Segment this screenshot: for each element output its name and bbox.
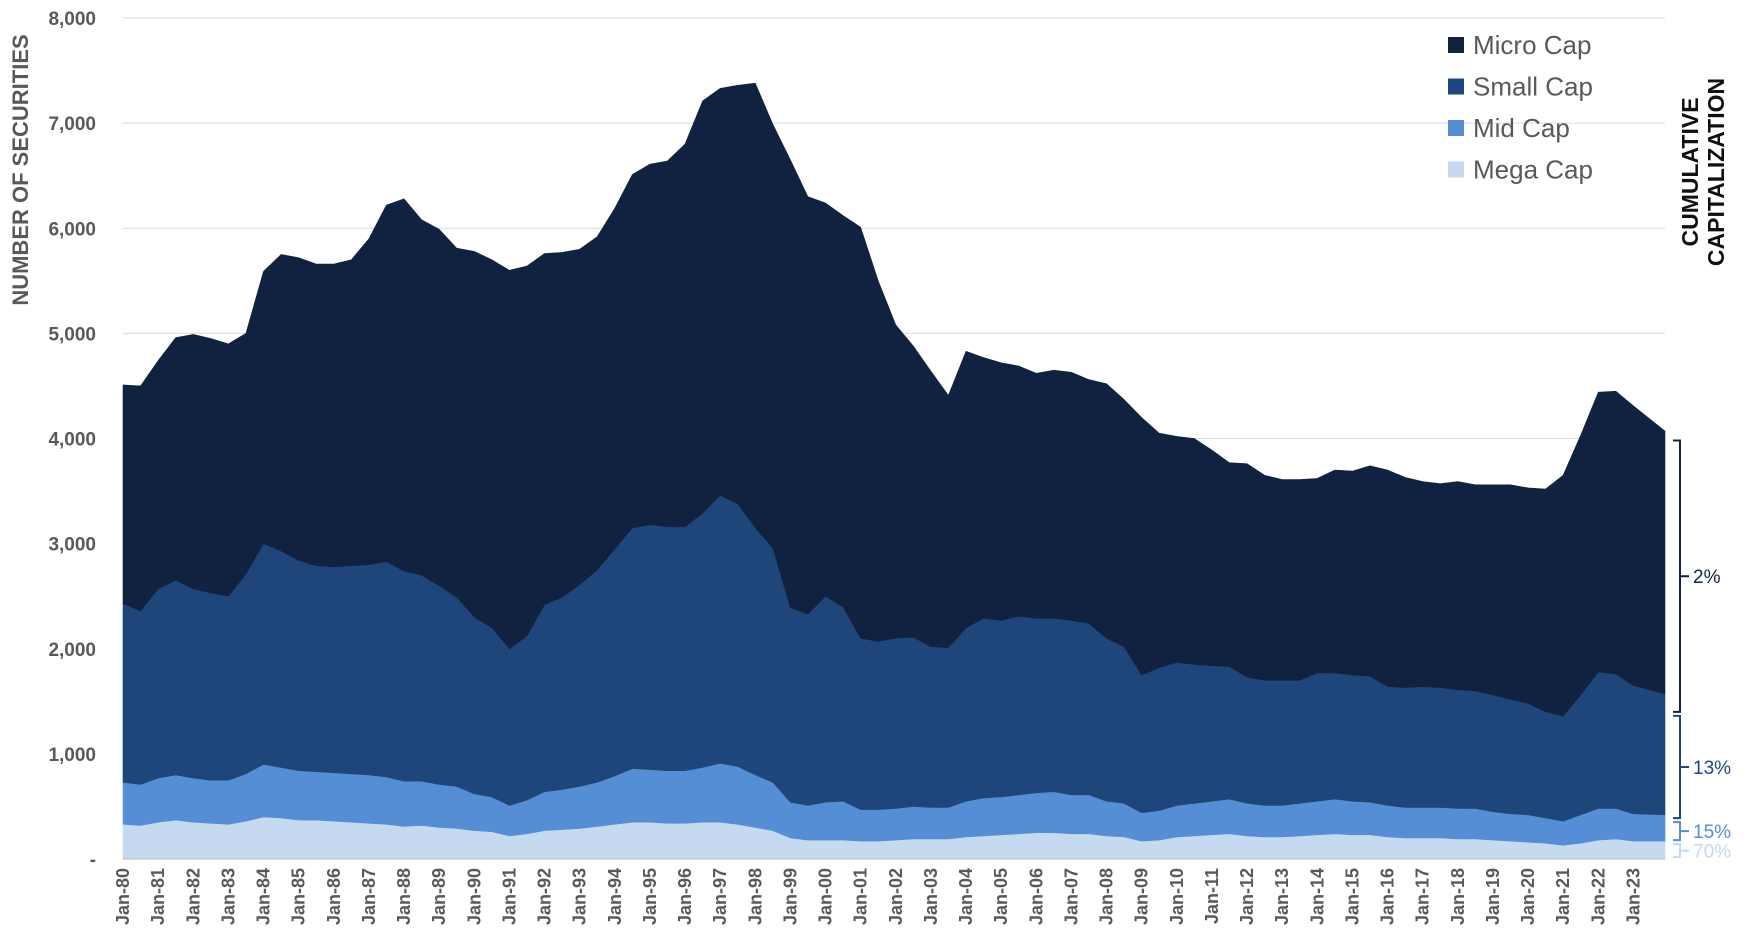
x-tick-label: Jan-81: [148, 868, 168, 925]
x-tick-label: Jan-17: [1413, 868, 1433, 925]
legend-swatch: [1448, 161, 1464, 178]
x-tick-label: Jan-93: [570, 868, 590, 925]
x-tick-label: Jan-97: [710, 868, 730, 925]
x-tick-label: Jan-83: [218, 868, 238, 925]
legend: Micro Cap Small Cap Mid Cap Mega Cap: [1448, 30, 1593, 185]
legend-swatch: [1448, 37, 1464, 53]
x-tick-label: Jan-08: [1097, 868, 1117, 925]
x-tick-label: Jan-03: [921, 868, 941, 925]
x-tick-label: Jan-06: [1026, 868, 1046, 925]
x-tick-label: Jan-99: [780, 868, 800, 925]
x-tick-label: Jan-80: [113, 868, 133, 925]
y-tick-label: -: [90, 850, 96, 871]
y-tick-label: 6,000: [48, 219, 96, 240]
x-tick-label: Jan-82: [183, 868, 203, 925]
x-tick-label: Jan-16: [1378, 868, 1398, 925]
bracket: [1673, 843, 1689, 858]
x-tick-label: Jan-00: [816, 868, 836, 925]
legend-label: Mega Cap: [1473, 155, 1593, 185]
x-tick-label: Jan-10: [1167, 868, 1187, 925]
x-tick-label: Jan-07: [1061, 868, 1081, 925]
bracket-label: 15%: [1693, 822, 1731, 843]
x-tick-label: Jan-02: [886, 868, 906, 925]
x-tick-label: Jan-90: [464, 868, 484, 925]
y-tick-label: 8,000: [48, 9, 96, 30]
x-tick-label: Jan-22: [1588, 868, 1608, 925]
y-tick-label: 7,000: [48, 114, 96, 135]
legend-swatch: [1448, 78, 1464, 95]
x-tick-label: Jan-85: [289, 868, 309, 925]
x-tick-label: Jan-05: [991, 868, 1011, 925]
legend-label: Small Cap: [1473, 72, 1593, 102]
x-tick-label: Jan-23: [1623, 868, 1643, 925]
y-tick-label: 4,000: [48, 430, 96, 451]
x-tick-label: Jan-19: [1483, 868, 1503, 925]
x-tick-label: Jan-94: [605, 868, 625, 925]
x-tick-label: Jan-14: [1307, 868, 1327, 925]
bracket: [1673, 714, 1689, 820]
y-tick-label: 3,000: [48, 535, 96, 556]
legend-swatch: [1448, 120, 1464, 136]
y-axis-ticks: - 1,000 2,000 3,000 4,000 5,000 6,000 7,000 8,00…: [48, 9, 96, 871]
y-tick-label: 2,000: [48, 640, 96, 661]
bracket-label: 13%: [1693, 758, 1731, 779]
secondary-axis-title: CUMULATIVE CAPITALIZATION: [1677, 78, 1729, 266]
x-tick-label: Jan-18: [1448, 868, 1468, 925]
legend-label: Micro Cap: [1473, 30, 1591, 60]
x-tick-label: Jan-91: [499, 868, 519, 925]
x-tick-label: Jan-88: [394, 868, 414, 925]
x-tick-label: Jan-01: [851, 868, 871, 925]
bracket-label: 70%: [1693, 842, 1731, 863]
x-tick-label: Jan-13: [1272, 868, 1292, 925]
x-axis-ticks: Jan-80 Jan-81 Jan-82 Jan-83 Jan-84 Jan-85 Jan-…: [113, 868, 1643, 925]
x-tick-label: Jan-86: [324, 868, 344, 925]
y-axis-title: NUMBER OF SECURITIES: [8, 34, 33, 305]
x-tick-label: Jan-89: [429, 868, 449, 925]
area-series: [122, 82, 1666, 860]
bracket: [1673, 439, 1689, 713]
capitalization-brackets: 2% 13% 15%70%: [1673, 439, 1731, 863]
x-tick-label: Jan-95: [640, 868, 660, 925]
x-tick-label: Jan-09: [1132, 868, 1152, 925]
y-tick-label: 1,000: [48, 745, 96, 766]
secondary-axis-title-line-2: CAPITALIZATION: [1703, 78, 1729, 266]
x-tick-label: Jan-96: [675, 868, 695, 925]
area-micro-cap: [122, 82, 1666, 717]
x-tick-label: Jan-11: [1202, 868, 1222, 924]
x-tick-label: Jan-04: [956, 868, 976, 925]
x-tick-label: Jan-92: [535, 868, 555, 925]
x-tick-label: Jan-87: [359, 868, 379, 925]
x-tick-label: Jan-20: [1518, 868, 1538, 925]
x-tick-label: Jan-21: [1553, 868, 1573, 925]
bracket: [1673, 821, 1689, 842]
legend-label: Mid Cap: [1473, 113, 1570, 143]
y-tick-label: 5,000: [48, 324, 96, 345]
x-tick-label: Jan-12: [1237, 868, 1257, 925]
x-tick-label: Jan-98: [745, 868, 765, 925]
secondary-axis-title-line-1: CUMULATIVE: [1677, 97, 1703, 246]
x-tick-label: Jan-84: [254, 868, 274, 925]
x-tick-label: Jan-15: [1342, 868, 1362, 925]
bracket-label: 2%: [1693, 567, 1721, 588]
